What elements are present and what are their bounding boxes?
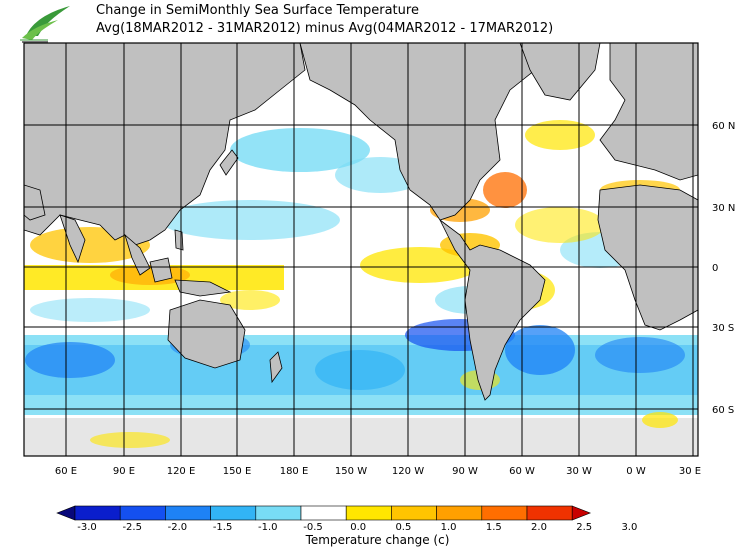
lon-label-120e: 120 E	[167, 466, 196, 477]
lat-label-0: 0	[712, 263, 718, 274]
lon-label-60e: 60 E	[55, 466, 77, 477]
map-frame	[23, 42, 699, 457]
lon-label-150e: 150 E	[223, 466, 252, 477]
colorbar-tick-label: 3.0	[621, 522, 637, 533]
colorbar-tick-label: 1.0	[441, 522, 457, 533]
colorbar-segment	[436, 505, 483, 521]
colorbar-tick-label: 1.5	[486, 522, 502, 533]
lat-label-30n: 30 N	[712, 203, 735, 214]
agency-logo-icon	[20, 6, 70, 43]
chart-subtitle: Avg(18MAR2012 - 31MAR2012) minus Avg(04M…	[96, 21, 554, 36]
chart-title: Change in SemiMonthly Sea Surface Temper…	[96, 3, 419, 18]
lon-label-60w: 60 W	[509, 466, 535, 477]
colorbar-tick-label: -0.5	[303, 522, 323, 533]
colorbar-tick-label: -1.5	[213, 522, 233, 533]
lon-label-90e: 90 E	[113, 466, 135, 477]
colorbar-segment	[119, 505, 166, 521]
colorbar-arrow-high	[571, 505, 592, 521]
colorbar-arrow-low	[56, 505, 76, 521]
lat-label-60s: 60 S	[712, 405, 734, 416]
colorbar-segment	[165, 505, 211, 521]
lon-label-90w: 90 W	[452, 466, 478, 477]
anomaly-patches	[24, 66, 698, 448]
colorbar-segment	[526, 505, 573, 521]
lon-label-180e: 180 E	[280, 466, 309, 477]
latitude-labels: 60 N 30 N 0 30 S 60 S	[712, 121, 735, 416]
land-masses	[24, 43, 698, 401]
lon-label-120w: 120 W	[392, 466, 424, 477]
colorbar-tick-label: 2.5	[576, 522, 592, 533]
colorbar-tick-label: -2.0	[168, 522, 188, 533]
colorbar-segment	[255, 505, 302, 521]
lon-label-150w: 150 W	[335, 466, 367, 477]
colorbar-tick-label: -2.5	[122, 522, 142, 533]
lat-label-30s: 30 S	[712, 323, 734, 334]
longitude-labels: 60 E 90 E 120 E 150 E 180 E 150 W 120 W …	[55, 466, 701, 477]
colorbar-title: Temperature change (c)	[305, 533, 450, 547]
lon-label-30e: 30 E	[679, 466, 701, 477]
lat-label-60n: 60 N	[712, 121, 735, 132]
colorbar-tick-label: -3.0	[77, 522, 97, 533]
colorbar-tick-label: 2.0	[531, 522, 547, 533]
graticule	[24, 43, 698, 456]
colorbar-tick-label: -1.0	[258, 522, 278, 533]
colorbar-segment	[345, 505, 392, 521]
colorbar-tick-label: 0.0	[350, 522, 366, 533]
colorbar-segment	[300, 505, 347, 521]
lon-label-0w: 0 W	[626, 466, 646, 477]
colorbar-tick-label: 0.5	[395, 522, 411, 533]
colorbar-segment	[74, 505, 121, 521]
colorbar: -3.0 -2.5 -2.0 -1.5 -1.0 -0.5 0.0 0.5 1.0 1.5 2.0 2…	[56, 505, 637, 533]
colorbar-segment	[210, 505, 257, 521]
lon-label-30w: 30 W	[566, 466, 592, 477]
colorbar-segment	[481, 505, 528, 521]
colorbar-segment	[391, 505, 437, 521]
